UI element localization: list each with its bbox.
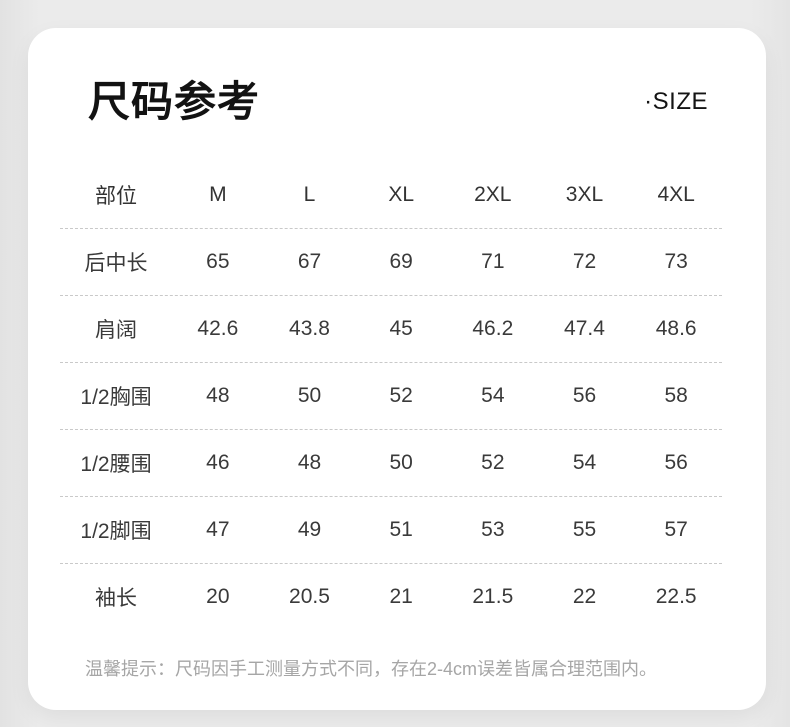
size-value-cell: 73 [664,250,688,273]
size-value-cell: 46.2 [472,317,514,340]
size-value-cell: 50 [297,384,322,407]
card-header: 尺码参考 ·SIZE [88,78,708,126]
size-table: 部位 M L XL 2XL 3XL 4XL 后中长 65 67 69 71 72… [60,162,722,630]
size-value-cell: 47.4 [564,317,605,340]
size-value-cell: 54 [481,384,505,407]
size-value-cell: 65 [206,250,230,273]
row-label: 后中长 [84,252,148,275]
size-value-cell: 58 [664,384,688,407]
table-row-half-chest: 1/2胸围 48 50 52 54 56 58 [60,363,722,430]
table-header-row: 部位 M L XL 2XL 3XL 4XL [60,162,722,229]
size-value-cell: 22 [572,585,597,608]
size-value-cell: 46 [206,451,230,474]
size-value-cell: 54 [572,451,597,474]
size-value-cell: 21 [389,585,413,608]
size-value-cell: 48.6 [655,317,697,340]
page-title: 尺码参考 [88,78,261,125]
column-header-3xl: 3XL [565,183,604,206]
size-value-cell: 57 [664,518,688,541]
size-value-cell: 71 [481,250,505,273]
size-subtitle: ·SIZE [644,88,708,115]
table-row-half-hem: 1/2脚围 47 49 51 53 55 57 [60,497,722,564]
table-row-shoulder-width: 肩阔 42.6 43.8 45 46.2 47.4 48.6 [60,296,722,363]
size-value-cell: 52 [389,384,413,407]
size-value-cell: 48 [297,451,322,474]
size-value-cell: 22.5 [655,585,697,608]
column-header-xl: XL [388,183,414,206]
measurement-note: 温馨提示：尺码因手工测量方式不同，存在2-4cm误差皆属合理范围内。 [85,659,658,679]
size-value-cell: 72 [572,250,597,273]
size-value-cell: 53 [481,518,505,541]
size-value-cell: 55 [572,518,597,541]
size-value-cell: 21.5 [472,585,514,608]
row-label: 1/2腰围 [80,453,152,476]
size-value-cell: 43.8 [289,317,330,340]
size-value-cell: 69 [389,250,413,273]
table-row-half-waist: 1/2腰围 46 48 50 52 54 56 [60,430,722,497]
size-value-cell: 52 [481,451,505,474]
size-value-cell: 56 [572,384,597,407]
column-header-2xl: 2XL [474,183,512,206]
size-value-cell: 45 [389,317,413,340]
size-value-cell: 20 [206,585,230,608]
row-label: 袖长 [95,587,137,610]
row-label: 1/2胸围 [80,386,152,409]
size-value-cell: 48 [206,384,230,407]
size-chart-card: 尺码参考 ·SIZE 部位 M L XL 2XL 3XL 4XL 后中长 65 … [28,28,766,710]
size-value-cell: 56 [664,451,688,474]
size-value-cell: 49 [297,518,322,541]
column-header-4xl: 4XL [657,183,695,206]
size-value-cell: 42.6 [197,317,239,340]
table-row-sleeve-length: 袖长 20 20.5 21 21.5 22 22.5 [60,564,722,630]
size-value-cell: 67 [297,250,322,273]
size-value-cell: 50 [389,451,413,474]
size-value-cell: 20.5 [289,585,330,608]
column-header-l: L [303,183,316,206]
row-label: 肩阔 [95,319,137,342]
size-value-cell: 51 [389,518,413,541]
column-header-m: M [209,183,227,206]
column-header-part: 部位 [95,185,137,208]
table-row-back-length: 后中长 65 67 69 71 72 73 [60,229,722,296]
row-label: 1/2脚围 [80,520,152,543]
size-value-cell: 47 [206,518,230,541]
